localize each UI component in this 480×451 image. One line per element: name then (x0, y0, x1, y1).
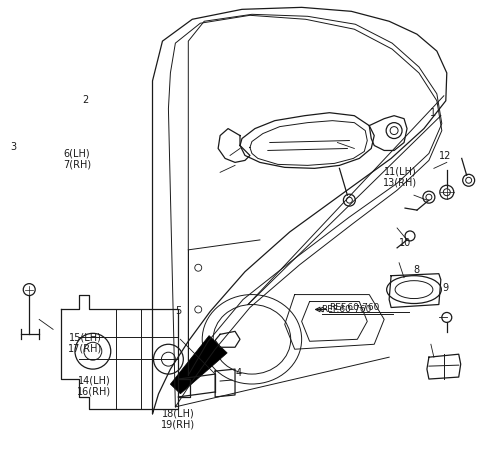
Text: 13(RH): 13(RH) (383, 178, 417, 188)
Text: 10: 10 (398, 238, 411, 248)
Text: REF.60-760: REF.60-760 (322, 305, 372, 314)
Text: 19(RH): 19(RH) (161, 420, 195, 430)
Text: 15(LH): 15(LH) (69, 332, 101, 343)
Text: 7(RH): 7(RH) (63, 160, 91, 170)
Text: 2: 2 (82, 95, 88, 105)
Text: 3: 3 (10, 142, 16, 152)
Text: 4: 4 (236, 368, 242, 378)
Text: 17(RH): 17(RH) (68, 344, 102, 354)
Text: 11(LH): 11(LH) (384, 167, 416, 177)
Text: REF.60-760: REF.60-760 (329, 303, 380, 312)
Text: 14(LH): 14(LH) (78, 375, 111, 385)
Text: 18(LH): 18(LH) (162, 409, 194, 419)
Text: 9: 9 (442, 283, 448, 293)
Text: 5: 5 (175, 306, 181, 316)
Polygon shape (170, 336, 227, 394)
Text: 8: 8 (413, 265, 420, 275)
Text: 6(LH): 6(LH) (63, 149, 90, 159)
Text: 12: 12 (439, 151, 451, 161)
Text: 16(RH): 16(RH) (77, 387, 111, 396)
Text: 1: 1 (430, 107, 436, 118)
